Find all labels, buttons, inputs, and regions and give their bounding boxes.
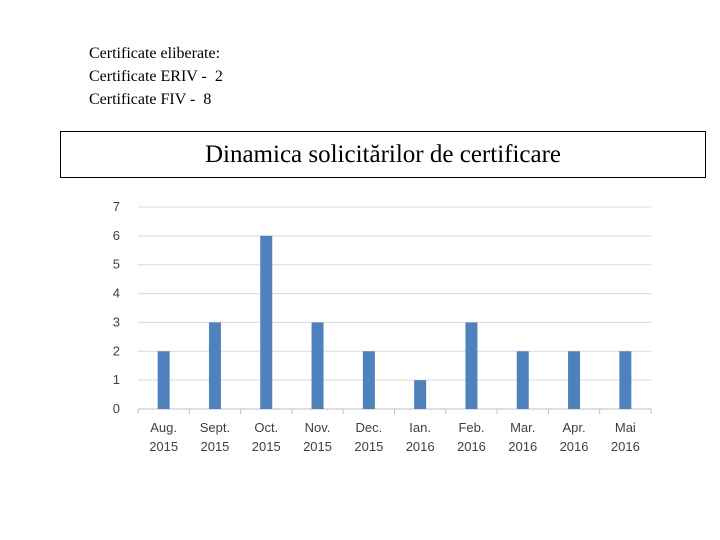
y-tick-label: 0 bbox=[113, 401, 120, 416]
x-tick-label-year: 2016 bbox=[457, 439, 486, 454]
note-line-eriv: Certificate ERIV - 2 bbox=[89, 68, 223, 85]
x-tick-label-year: 2016 bbox=[611, 439, 640, 454]
bar bbox=[362, 351, 375, 409]
x-tick-label-month: Feb. bbox=[458, 420, 484, 435]
bar bbox=[260, 235, 273, 409]
y-tick-label: 4 bbox=[113, 286, 120, 301]
y-tick-label: 2 bbox=[113, 343, 120, 358]
note-line-fiv: Certificate FIV - 8 bbox=[89, 91, 212, 108]
bar bbox=[516, 351, 529, 409]
chart-title-box: Dinamica solicitărilor de certificare bbox=[60, 131, 706, 178]
y-tick-label: 7 bbox=[113, 199, 120, 214]
y-tick-label: 6 bbox=[113, 228, 120, 243]
x-tick-label-year: 2015 bbox=[252, 439, 281, 454]
y-tick-label: 1 bbox=[113, 372, 120, 387]
x-tick-label-month: Mai bbox=[615, 420, 636, 435]
y-tick-label: 5 bbox=[113, 257, 120, 272]
x-tick-label-month: Dec. bbox=[355, 420, 382, 435]
bar bbox=[157, 351, 170, 409]
chart-title: Dinamica solicitărilor de certificare bbox=[204, 141, 562, 168]
x-tick-label-month: Oct. bbox=[254, 420, 278, 435]
x-tick-label-month: Aug. bbox=[150, 420, 177, 435]
bar bbox=[568, 351, 581, 409]
x-tick-label-year: 2015 bbox=[200, 439, 229, 454]
x-tick-label-month: Apr. bbox=[562, 420, 585, 435]
bar bbox=[414, 380, 427, 409]
x-tick-label-year: 2015 bbox=[149, 439, 178, 454]
x-tick-label-month: Sept. bbox=[200, 420, 230, 435]
bar bbox=[465, 322, 478, 409]
issued-certificates-note: Certificate eliberate: Certificate ERIV … bbox=[89, 42, 223, 111]
x-tick-label-year: 2016 bbox=[508, 439, 537, 454]
bar bbox=[208, 322, 221, 409]
bar bbox=[619, 351, 632, 409]
note-line-issued: Certificate eliberate: bbox=[89, 45, 221, 62]
x-tick-label-month: Mar. bbox=[510, 420, 535, 435]
x-tick-label-month: Ian. bbox=[409, 420, 431, 435]
x-tick-label-month: Nov. bbox=[305, 420, 331, 435]
bar bbox=[311, 322, 324, 409]
y-tick-label: 3 bbox=[113, 314, 120, 329]
x-tick-label-year: 2015 bbox=[303, 439, 332, 454]
x-tick-label-year: 2016 bbox=[406, 439, 435, 454]
x-tick-label-year: 2016 bbox=[560, 439, 589, 454]
x-tick-label-year: 2015 bbox=[354, 439, 383, 454]
